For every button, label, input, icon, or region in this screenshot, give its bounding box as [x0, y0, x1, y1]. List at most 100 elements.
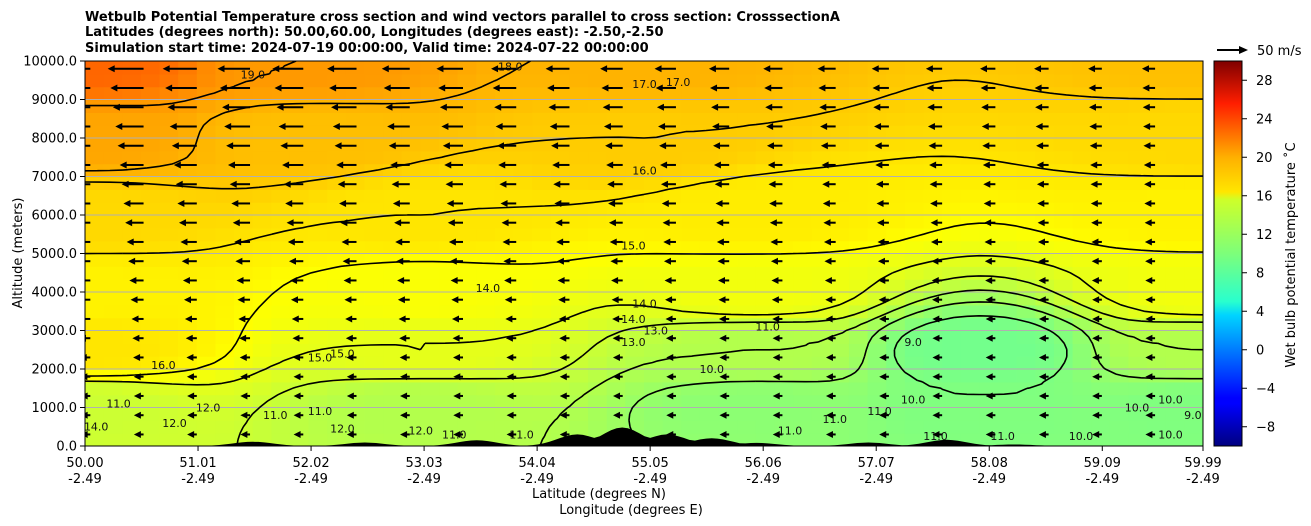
field-cell — [215, 305, 234, 318]
field-cell — [700, 408, 719, 421]
field-cell — [569, 87, 588, 100]
field-cell — [979, 382, 998, 395]
contour-label: 9.0 — [904, 336, 922, 349]
field-cell — [309, 279, 328, 292]
field-cell — [346, 305, 365, 318]
field-cell — [1184, 87, 1203, 100]
field-cell — [1054, 215, 1073, 228]
field-cell — [85, 305, 104, 318]
field-cell — [905, 292, 924, 305]
contour-label: 11.0 — [867, 405, 892, 418]
field-cell — [271, 343, 290, 356]
field-cell — [420, 241, 439, 254]
field-cell — [365, 100, 384, 113]
field-cell — [588, 369, 607, 382]
field-cell — [625, 177, 644, 190]
field-cell — [1166, 318, 1185, 331]
field-cell — [737, 395, 756, 408]
field-cell — [998, 177, 1017, 190]
field-cell — [905, 164, 924, 177]
field-cell — [532, 189, 551, 202]
field-cell — [1166, 112, 1185, 125]
field-cell — [122, 189, 141, 202]
field-cell — [905, 408, 924, 421]
field-cell — [365, 382, 384, 395]
field-cell — [756, 356, 775, 369]
field-cell — [1073, 382, 1092, 395]
field-cell — [290, 151, 309, 164]
colorbar-tick-label: −4 — [1256, 382, 1275, 397]
field-cell — [458, 228, 477, 241]
field-cell — [569, 100, 588, 113]
field-cell — [588, 318, 607, 331]
field-cell — [1110, 420, 1129, 433]
field-cell — [532, 356, 551, 369]
field-cell — [700, 331, 719, 344]
field-cell — [197, 138, 216, 151]
field-cell — [532, 331, 551, 344]
field-cell — [1110, 279, 1129, 292]
field-cell — [588, 177, 607, 190]
wind-arrowhead — [80, 373, 87, 380]
field-cell — [1184, 395, 1203, 408]
field-cell — [476, 177, 495, 190]
x-tick-label-lon: -2.49 — [181, 472, 215, 487]
field-cell — [1166, 279, 1185, 292]
field-cell — [700, 318, 719, 331]
field-cell — [588, 74, 607, 87]
field-cell — [1184, 292, 1203, 305]
field-cell — [141, 266, 160, 279]
field-cell — [141, 408, 160, 421]
field-cell — [1110, 382, 1129, 395]
contour-label: 10.0 — [1125, 401, 1150, 414]
field-cell — [979, 228, 998, 241]
field-cell — [1128, 189, 1147, 202]
field-cell — [979, 343, 998, 356]
field-cell — [1017, 356, 1036, 369]
field-cell — [514, 112, 533, 125]
field-cell — [365, 151, 384, 164]
field-cell — [812, 189, 831, 202]
field-cell — [588, 164, 607, 177]
field-cell — [812, 266, 831, 279]
field-cell — [625, 112, 644, 125]
field-cell — [588, 228, 607, 241]
field-cell — [886, 112, 905, 125]
field-cell — [532, 241, 551, 254]
field-cell — [514, 228, 533, 241]
field-cell — [532, 100, 551, 113]
field-cell — [1054, 241, 1073, 254]
field-cell — [1166, 100, 1185, 113]
field-cell — [1054, 382, 1073, 395]
field-cell — [365, 305, 384, 318]
field-cell — [1054, 202, 1073, 215]
field-cell — [85, 189, 104, 202]
field-cell — [1184, 266, 1203, 279]
field-cell — [234, 382, 253, 395]
colorbar-tick-label: 4 — [1256, 305, 1264, 320]
field-cell — [644, 177, 663, 190]
field-cell — [327, 151, 346, 164]
field-cell — [737, 305, 756, 318]
field-cell — [1184, 74, 1203, 87]
field-cell — [625, 138, 644, 151]
field-cell — [215, 318, 234, 331]
field-cell — [681, 61, 700, 74]
field-cell — [365, 112, 384, 125]
wind-arrowhead — [81, 412, 88, 419]
field-cell — [1184, 369, 1203, 382]
plot-area: 19.018.019.017.017.016.015.014.014.014.0… — [53, 51, 1204, 447]
field-cell — [942, 125, 961, 138]
field-cell — [551, 343, 570, 356]
wind-key-arrowhead-icon — [1239, 46, 1248, 54]
field-cell — [197, 100, 216, 113]
field-cell — [942, 241, 961, 254]
field-cell — [700, 151, 719, 164]
field-cell — [588, 292, 607, 305]
x-tick-label-lat: 55.05 — [632, 456, 669, 471]
field-cell — [868, 112, 887, 125]
field-cell — [588, 356, 607, 369]
field-cell — [1166, 202, 1185, 215]
field-cell — [1054, 61, 1073, 74]
field-cell — [253, 343, 272, 356]
